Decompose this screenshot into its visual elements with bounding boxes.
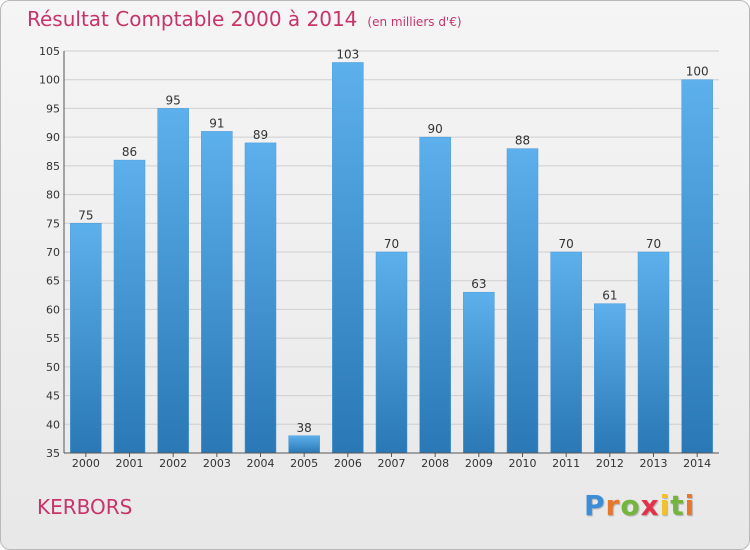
bar-2011 — [550, 251, 582, 454]
proxiti-logo: Proxiti — [584, 489, 696, 522]
y-tick-label: 90 — [46, 131, 60, 144]
x-tick-label: 2001 — [116, 457, 144, 470]
x-tick-label: 2011 — [552, 457, 580, 470]
y-tick-label: 80 — [46, 189, 60, 202]
y-tick-label: 105 — [39, 45, 60, 58]
y-tick-label: 45 — [46, 390, 60, 403]
y-tick-label: 75 — [46, 217, 60, 230]
y-tick-label: 70 — [46, 246, 60, 259]
x-tick-label: 2006 — [334, 457, 362, 470]
data-label-2002: 95 — [166, 93, 181, 107]
bar-2006 — [332, 62, 364, 454]
bar-layer: 75 86 95 91 89 38 103 70 90 63 88 70 61 70 100 — [70, 47, 713, 454]
y-tick-label: 100 — [39, 74, 60, 87]
x-tick-label: 2010 — [509, 457, 537, 470]
data-label-2013: 70 — [646, 237, 661, 251]
bar-2013 — [637, 251, 670, 454]
bar-2004 — [244, 142, 277, 454]
y-tick-label: 40 — [46, 418, 60, 431]
x-tick-label: 2012 — [596, 457, 624, 470]
bar-2003 — [201, 131, 233, 454]
bar-2000 — [70, 223, 102, 454]
bar-2007 — [375, 251, 408, 454]
data-label-2009: 63 — [471, 277, 486, 291]
bar-2001 — [113, 159, 146, 454]
y-tick-label: 95 — [46, 102, 60, 115]
data-label-2008: 90 — [428, 122, 443, 136]
y-tick-label: 65 — [46, 275, 60, 288]
x-tick-label: 2008 — [421, 457, 449, 470]
x-tick-label: 2000 — [72, 457, 100, 470]
y-tick-label: 85 — [46, 160, 60, 173]
y-tick-label: 55 — [46, 332, 60, 345]
x-tick-label: 2009 — [465, 457, 493, 470]
data-label-2011: 70 — [559, 237, 574, 251]
data-label-2001: 86 — [122, 145, 137, 159]
x-tick-label: 2004 — [247, 457, 275, 470]
y-tick-label: 35 — [46, 447, 60, 460]
y-tick-label: 50 — [46, 361, 60, 374]
bar-2002 — [157, 108, 189, 454]
data-label-2005: 38 — [297, 421, 312, 435]
data-label-2012: 61 — [602, 289, 617, 303]
x-tick-label: 2005 — [290, 457, 318, 470]
bar-2012 — [594, 303, 626, 454]
data-label-2010: 88 — [515, 134, 530, 148]
chart-title: Résultat Comptable 2000 à 2014 (en millie… — [27, 7, 462, 31]
y-tick-label: 60 — [46, 303, 60, 316]
data-label-2014: 100 — [686, 65, 709, 79]
title-unit: (en milliers d'€) — [367, 15, 462, 29]
title-text: Résultat Comptable 2000 à 2014 — [27, 7, 358, 31]
data-label-2007: 70 — [384, 237, 399, 251]
data-label-2004: 89 — [253, 128, 268, 142]
data-label-2000: 75 — [78, 208, 93, 222]
bar-2008 — [419, 136, 451, 454]
x-tick-label: 2014 — [683, 457, 711, 470]
x-tick-label: 2007 — [378, 457, 406, 470]
bar-2010 — [506, 148, 539, 454]
x-tick-label: 2002 — [159, 457, 187, 470]
bar-2014 — [681, 79, 713, 454]
bar-2005 — [288, 435, 320, 454]
town-name: KERBORS — [37, 495, 133, 519]
data-label-2006: 103 — [336, 47, 359, 61]
axis-layer: 35 40 45 50 55 60 65 70 75 80 85 90 95 100 105 2000 2001… — [39, 45, 719, 470]
x-tick-label: 2013 — [640, 457, 668, 470]
x-tick-label: 2003 — [203, 457, 231, 470]
bar-2009 — [463, 291, 495, 454]
data-label-2003: 91 — [209, 116, 224, 130]
